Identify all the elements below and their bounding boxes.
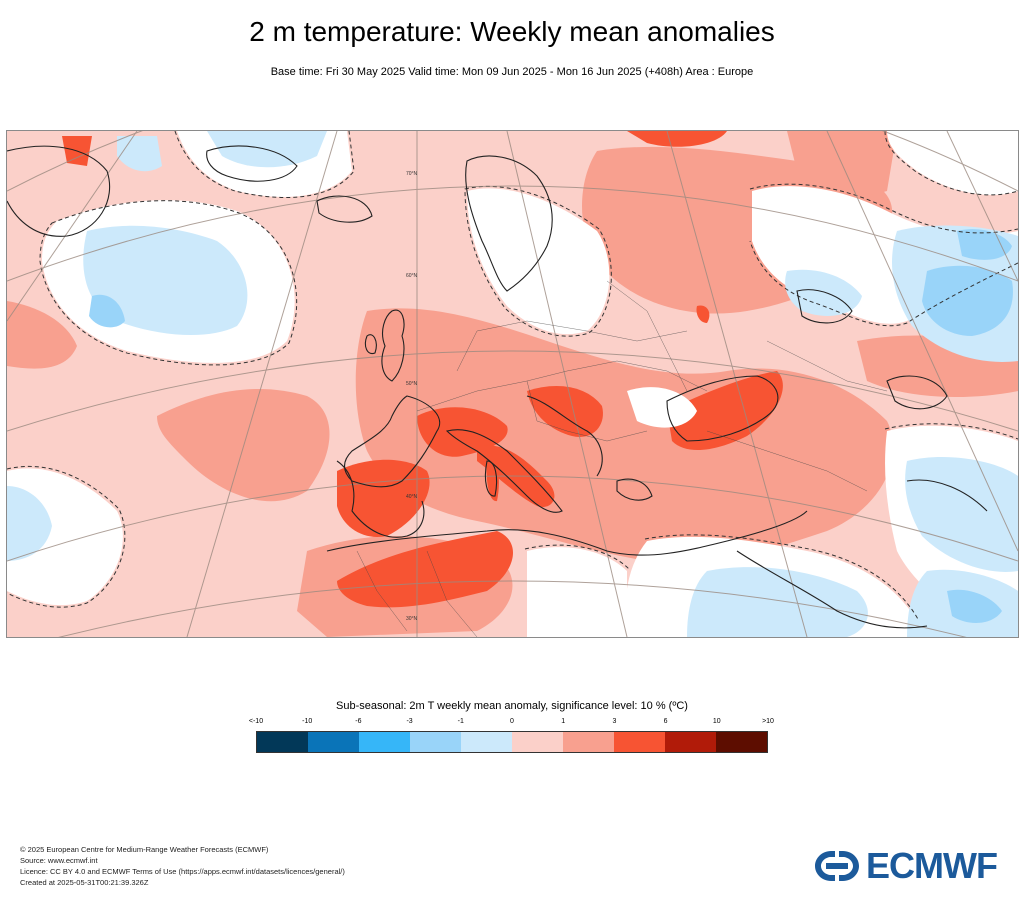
country-borders (356, 280, 888, 637)
legend-ticks: <-10 -10 -6 -3 -1 0 1 3 6 10 >10 (249, 718, 774, 730)
footer-copyright: © 2025 European Centre for Medium-Range … (20, 845, 269, 854)
legend-tick: -1 (457, 718, 464, 725)
ecmwf-logo: ECMWF (814, 845, 1006, 886)
footer-licence: Licence: CC BY 4.0 and ECMWF Terms of Us… (20, 867, 345, 876)
footer: © 2025 European Centre for Medium-Range … (20, 844, 345, 888)
anomaly-map: 70°N 60°N 50°N 40°N 30°N (6, 130, 1019, 638)
ecmwf-logo-icon (815, 851, 859, 881)
footer-source: Source: www.ecmwf.int (20, 856, 98, 865)
legend-swatch (257, 732, 308, 752)
legend-title: Sub-seasonal: 2m T weekly mean anomaly, … (336, 700, 688, 712)
lat-label-30: 30°N (406, 616, 418, 622)
legend-swatch (614, 732, 665, 752)
legend-tick: -3 (406, 718, 413, 725)
footer-created: Created at 2025-05-31T00:21:39.326Z (20, 878, 149, 887)
legend-swatch (410, 732, 461, 752)
cool-mid-regions (89, 229, 1013, 623)
legend-tick: 3 (612, 718, 617, 725)
lat-label-50: 50°N (406, 381, 418, 387)
chart-title: 2 m temperature: Weekly mean anomalies (249, 16, 775, 47)
legend-tick: 0 (510, 718, 514, 725)
legend-tick: >10 (762, 718, 774, 725)
legend-tick: -10 (302, 718, 313, 725)
lat-label-60: 60°N (406, 273, 418, 279)
legend-swatch (359, 732, 410, 752)
legend-tick: 6 (663, 718, 668, 725)
legend-swatch (665, 732, 716, 752)
latitude-labels: 70°N 60°N 50°N 40°N 30°N (406, 171, 418, 622)
legend-swatch (563, 732, 614, 752)
significance-contours (7, 131, 1018, 622)
legend-tick: 1 (561, 718, 566, 725)
lat-label-40: 40°N (406, 494, 418, 500)
lat-label-70: 70°N (406, 171, 418, 177)
legend-tick: -6 (355, 718, 362, 725)
legend-swatch (512, 732, 563, 752)
legend-tick: <-10 (248, 718, 264, 725)
legend-swatch (308, 732, 359, 752)
graticule (7, 131, 1018, 637)
coastlines (7, 145, 988, 629)
chart-subtitle: Base time: Fri 30 May 2025 Valid time: M… (270, 66, 754, 78)
legend-tick: 10 (712, 718, 721, 725)
ecmwf-logo-text: ECMWF (866, 845, 998, 886)
legend-swatch (461, 732, 512, 752)
legend-colorbar (256, 731, 768, 753)
legend-swatch (716, 732, 767, 752)
